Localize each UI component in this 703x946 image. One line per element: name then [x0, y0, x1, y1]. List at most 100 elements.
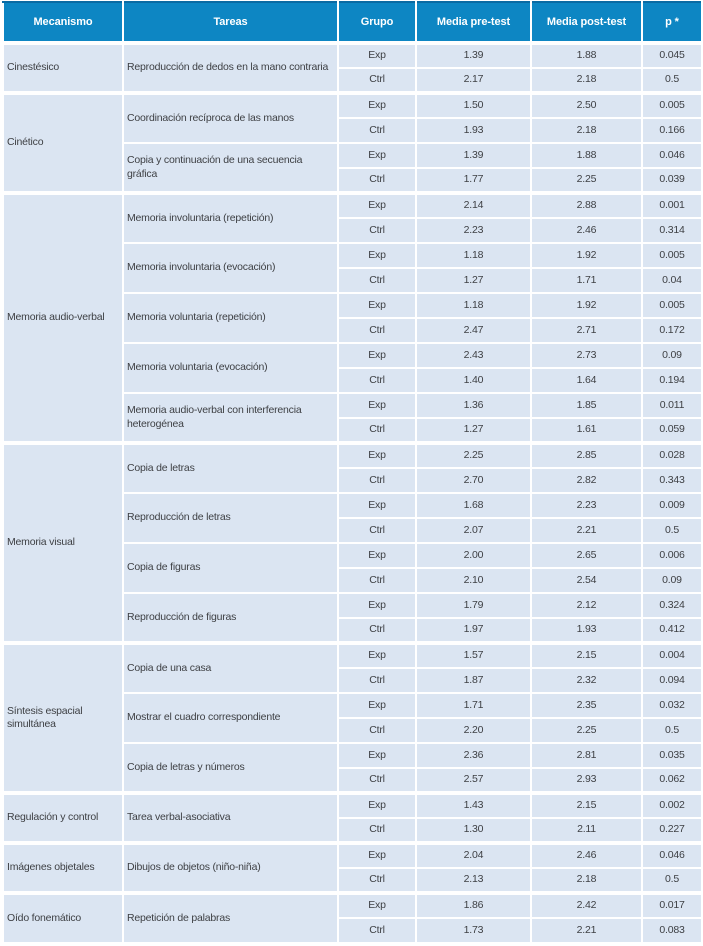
- p-value-cell: 0.001: [641, 191, 703, 219]
- pre-test-cell: 2.36: [415, 742, 532, 769]
- post-test-cell: 2.88: [530, 191, 643, 219]
- group-cell: Exp: [337, 91, 417, 119]
- p-value-cell: 0.324: [641, 592, 703, 619]
- p-value-cell: 0.006: [641, 542, 703, 569]
- group-cell: Ctrl: [337, 317, 417, 344]
- post-test-cell: 2.42: [530, 891, 643, 919]
- group-cell: Ctrl: [337, 517, 417, 544]
- group-cell: Exp: [337, 392, 417, 419]
- group-cell: Ctrl: [337, 817, 417, 844]
- table-row: Síntesis espacial simultánea Copia de una…: [2, 641, 703, 794]
- group-cell: Exp: [337, 592, 417, 619]
- table-row: Reproducción de letras Exp 1.68 2.23 0.009: [3, 492, 703, 544]
- pre-test-cell: 1.87: [415, 667, 532, 694]
- post-test-cell: 2.50: [530, 91, 643, 119]
- pre-test-cell: 1.40: [415, 367, 532, 394]
- task-cell: Memoria voluntaria (repetición): [122, 292, 339, 344]
- pre-test-cell: 2.25: [415, 441, 532, 469]
- table-row: Memoria audio-verbal con interferencia h…: [3, 392, 703, 444]
- group-cell: Ctrl: [337, 367, 417, 394]
- task-cell: Memoria involuntaria (repetición): [122, 191, 339, 244]
- pre-test-cell: 1.18: [415, 242, 532, 269]
- p-value-cell: 0.083: [641, 917, 703, 944]
- table-row: Ctrl 1.27 1.71 0.04: [3, 267, 703, 294]
- mechanism-cell: Oído fonemático: [2, 891, 124, 944]
- p-value-cell: 0.194: [641, 367, 703, 394]
- table-row: Ctrl 1.40 1.64 0.194: [3, 367, 703, 394]
- post-test-cell: 2.15: [530, 791, 643, 819]
- table-row: Memoria audio-verbal Memoria involuntaria…: [2, 191, 703, 444]
- p-value-cell: 0.09: [641, 567, 703, 594]
- pre-test-cell: 2.23: [415, 217, 532, 244]
- post-test-cell: 2.46: [530, 841, 643, 869]
- post-test-cell: 2.18: [530, 67, 643, 94]
- table-row: Ctrl 2.10 2.54 0.09: [3, 567, 703, 594]
- post-test-cell: 2.21: [530, 917, 643, 944]
- pre-test-cell: 2.07: [415, 517, 532, 544]
- table-row: Ctrl 2.47 2.71 0.172: [3, 317, 703, 344]
- task-cell: Reproducción de figuras: [122, 592, 339, 644]
- group-cell: Ctrl: [337, 67, 417, 94]
- post-test-cell: 2.23: [530, 492, 643, 519]
- group-cell: Exp: [337, 292, 417, 319]
- task-cell: Copia y continuación de una secuencia gr…: [122, 142, 339, 194]
- p-value-cell: 0.045: [641, 41, 703, 69]
- p-value-cell: 0.017: [641, 891, 703, 919]
- table-row: Ctrl 2.20 2.25 0.5: [3, 717, 703, 744]
- task-cell: Reproducción de letras: [122, 492, 339, 544]
- post-test-cell: 2.85: [530, 441, 643, 469]
- pre-test-cell: 2.14: [415, 191, 532, 219]
- pre-test-cell: 1.77: [415, 167, 532, 194]
- table-row: Ctrl 1.87 2.32 0.094: [3, 667, 703, 694]
- table-row: Ctrl 2.17 2.18 0.5: [3, 67, 703, 94]
- group-cell: Exp: [337, 891, 417, 919]
- p-value-cell: 0.062: [641, 767, 703, 794]
- table-row: Memoria voluntaria (repetición) Exp 1.18 1.…: [3, 292, 703, 344]
- post-test-cell: 2.12: [530, 592, 643, 619]
- post-test-cell: 2.15: [530, 641, 643, 669]
- table-row: Cinético Coordinación recíproca de las ma…: [2, 91, 703, 194]
- p-value-cell: 0.009: [641, 492, 703, 519]
- group-cell: Exp: [337, 342, 417, 369]
- post-test-cell: 2.18: [530, 117, 643, 144]
- table-row: Ctrl 1.27 1.61 0.059: [3, 417, 703, 444]
- p-value-cell: 0.094: [641, 667, 703, 694]
- p-value-cell: 0.004: [641, 641, 703, 669]
- group-cell: Ctrl: [337, 267, 417, 294]
- group-cell: Ctrl: [337, 617, 417, 644]
- p-value-cell: 0.032: [641, 692, 703, 719]
- post-test-cell: 1.92: [530, 242, 643, 269]
- p-value-cell: 0.028: [641, 441, 703, 469]
- mechanism-cell: Síntesis espacial simultánea: [2, 641, 124, 794]
- table-row: Ctrl 2.57 2.93 0.062: [3, 767, 703, 794]
- table-row: Memoria involuntaria (evocación) Exp 1.18 1…: [3, 242, 703, 294]
- col-header-grupo: Grupo: [337, 1, 417, 44]
- pre-test-cell: 2.10: [415, 567, 532, 594]
- task-cell: Dibujos de objetos (niño-niña): [122, 841, 339, 894]
- p-value-cell: 0.5: [641, 717, 703, 744]
- post-test-cell: 2.32: [530, 667, 643, 694]
- post-test-cell: 2.65: [530, 542, 643, 569]
- post-test-cell: 1.71: [530, 267, 643, 294]
- group-cell: Ctrl: [337, 417, 417, 444]
- post-test-cell: 1.61: [530, 417, 643, 444]
- pre-test-cell: 1.18: [415, 292, 532, 319]
- mechanism-cell: Imágenes objetales: [2, 841, 124, 894]
- group-cell: Exp: [337, 41, 417, 69]
- table-row: Reproducción de figuras Exp 1.79 2.12 0.324: [3, 592, 703, 644]
- group-cell: Exp: [337, 841, 417, 869]
- mechanism-cell: Cinético: [2, 91, 124, 194]
- p-value-cell: 0.005: [641, 292, 703, 319]
- group-cell: Exp: [337, 641, 417, 669]
- group-cell: Exp: [337, 441, 417, 469]
- table-row: Ctrl 2.13 2.18 0.5: [3, 867, 703, 894]
- task-cell: Copia de letras: [122, 441, 339, 494]
- table-row: Copia de figuras Exp 2.00 2.65 0.006: [3, 542, 703, 594]
- mechanism-cell: Regulación y control: [2, 791, 124, 844]
- pre-test-cell: 1.73: [415, 917, 532, 944]
- p-value-cell: 0.09: [641, 342, 703, 369]
- pre-test-cell: 1.30: [415, 817, 532, 844]
- table-row: Ctrl 1.77 2.25 0.039: [3, 167, 703, 194]
- p-value-cell: 0.5: [641, 517, 703, 544]
- mechanism-cell: Cinestésico: [2, 41, 124, 94]
